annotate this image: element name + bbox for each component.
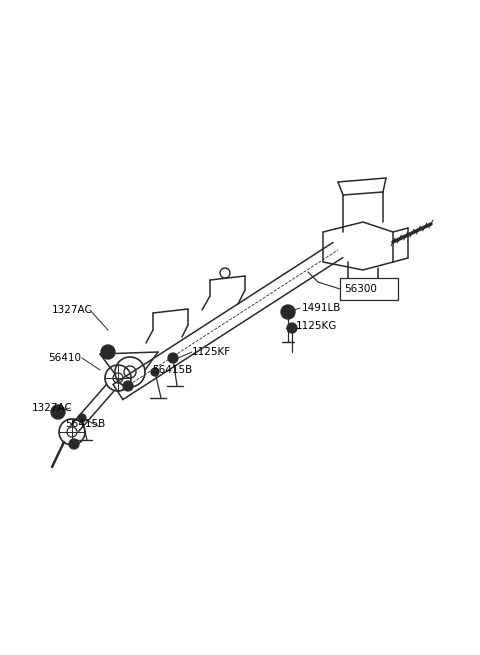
Text: 1327AC: 1327AC bbox=[52, 305, 93, 315]
Circle shape bbox=[51, 405, 65, 419]
Circle shape bbox=[168, 353, 178, 363]
Text: 56410: 56410 bbox=[48, 353, 81, 363]
Text: 56415B: 56415B bbox=[65, 419, 105, 429]
Circle shape bbox=[281, 305, 295, 319]
FancyBboxPatch shape bbox=[340, 278, 398, 300]
Text: 56415B: 56415B bbox=[152, 365, 192, 375]
Circle shape bbox=[287, 323, 297, 333]
Circle shape bbox=[69, 439, 79, 449]
Text: 1125KG: 1125KG bbox=[296, 321, 337, 331]
Text: 1327AC: 1327AC bbox=[32, 403, 73, 413]
Text: 56300: 56300 bbox=[344, 284, 377, 294]
Circle shape bbox=[101, 345, 115, 359]
Circle shape bbox=[78, 414, 86, 422]
Circle shape bbox=[123, 381, 133, 391]
Text: 1491LB: 1491LB bbox=[302, 303, 341, 313]
Text: 1125KF: 1125KF bbox=[192, 347, 231, 357]
Circle shape bbox=[151, 368, 159, 376]
